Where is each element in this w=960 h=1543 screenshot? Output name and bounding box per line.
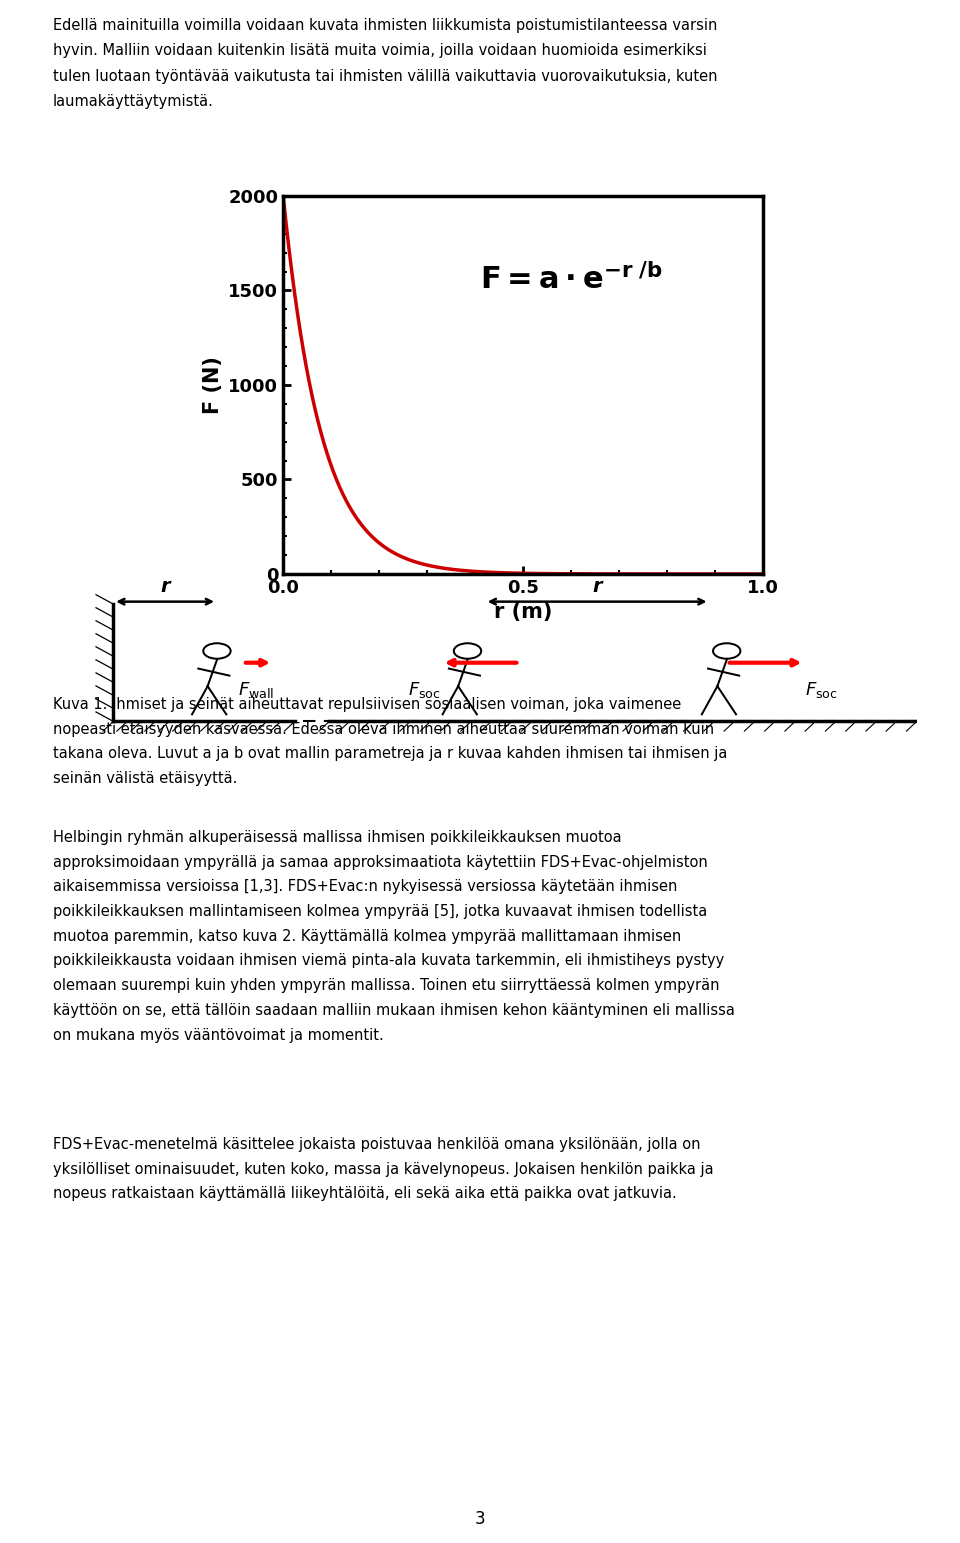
Text: poikkileikkausta voidaan ihmisen viemä pinta-ala kuvata tarkemmin, eli ihmistihe: poikkileikkausta voidaan ihmisen viemä p…: [53, 954, 724, 969]
Text: approksimoidaan ympyrällä ja samaa approksimaatiota käytettiin FDS+Evac-ohjelmis: approksimoidaan ympyrällä ja samaa appro…: [53, 855, 708, 870]
Text: 3: 3: [474, 1511, 486, 1528]
Text: r: r: [592, 577, 602, 596]
Text: Helbingin ryhmän alkuperäisessä mallissa ihmisen poikkileikkauksen muotoa: Helbingin ryhmän alkuperäisessä mallissa…: [53, 830, 621, 846]
Text: muotoa paremmin, katso kuva 2. Käyttämällä kolmea ympyrää mallittamaan ihmisen: muotoa paremmin, katso kuva 2. Käyttämäl…: [53, 929, 681, 944]
Text: olemaan suurempi kuin yhden ympyrän mallissa. Toinen etu siirryttäessä kolmen ym: olemaan suurempi kuin yhden ympyrän mall…: [53, 978, 719, 994]
Text: nopeus ratkaistaan käyttämällä liikeyhtälöitä, eli sekä aika että paikka ovat ja: nopeus ratkaistaan käyttämällä liikeyhtä…: [53, 1187, 677, 1202]
Text: seinän välistä etäisyyttä.: seinän välistä etäisyyttä.: [53, 772, 237, 785]
Y-axis label: F (N): F (N): [203, 356, 223, 414]
Text: on mukana myös vääntövoimat ja momentit.: on mukana myös vääntövoimat ja momentit.: [53, 1028, 384, 1043]
Text: Kuva 1. Ihmiset ja seinät aiheuttavat repulsiivisen sosiaalisen voiman, joka vai: Kuva 1. Ihmiset ja seinät aiheuttavat re…: [53, 697, 681, 711]
Text: Edellä mainituilla voimilla voidaan kuvata ihmisten liikkumista poistumistilante: Edellä mainituilla voimilla voidaan kuva…: [53, 19, 717, 32]
Text: hyvin. Malliin voidaan kuitenkin lisätä muita voimia, joilla voidaan huomioida e: hyvin. Malliin voidaan kuitenkin lisätä …: [53, 43, 707, 59]
Text: laumakäyttäytymistä.: laumakäyttäytymistä.: [53, 94, 214, 110]
Text: tulen luotaan työntävää vaikutusta tai ihmisten välillä vaikuttavia vuorovaikutu: tulen luotaan työntävää vaikutusta tai i…: [53, 69, 717, 83]
Text: aikaisemmissa versioissa [1,3]. FDS+Evac:n nykyisessä versiossa käytetään ihmise: aikaisemmissa versioissa [1,3]. FDS+Evac…: [53, 880, 677, 895]
Text: takana oleva. Luvut a ja b ovat mallin parametreja ja r kuvaa kahden ihmisen tai: takana oleva. Luvut a ja b ovat mallin p…: [53, 747, 727, 761]
Text: FDS+Evac-menetelmä käsittelee jokaista poistuvaa henkilöä omana yksilönään, joll: FDS+Evac-menetelmä käsittelee jokaista p…: [53, 1137, 700, 1153]
Text: $F_{\rm wall}$: $F_{\rm wall}$: [238, 679, 274, 699]
Text: r: r: [160, 577, 170, 596]
Text: $F_{\rm soc}$: $F_{\rm soc}$: [408, 679, 441, 699]
Text: poikkileikkauksen mallintamiseen kolmea ympyrää [5], jotka kuvaavat ihmisen tode: poikkileikkauksen mallintamiseen kolmea …: [53, 904, 708, 920]
Text: käyttöön on se, että tällöin saadaan malliin mukaan ihmisen kehon kääntyminen el: käyttöön on se, että tällöin saadaan mal…: [53, 1003, 734, 1018]
Text: yksilölliset ominaisuudet, kuten koko, massa ja kävelynopeus. Jokaisen henkilön : yksilölliset ominaisuudet, kuten koko, m…: [53, 1162, 713, 1177]
Text: nopeasti etäisyyden kasvaessa. Edessä oleva ihminen aiheuttaa suuremman voiman k: nopeasti etäisyyden kasvaessa. Edessä ol…: [53, 722, 714, 736]
Text: $F_{\rm soc}$: $F_{\rm soc}$: [805, 679, 838, 699]
X-axis label: r (m): r (m): [494, 602, 552, 622]
Text: $\bf{F = a \cdot e^{-r\ /b}}$: $\bf{F = a \cdot e^{-r\ /b}}$: [480, 264, 662, 295]
